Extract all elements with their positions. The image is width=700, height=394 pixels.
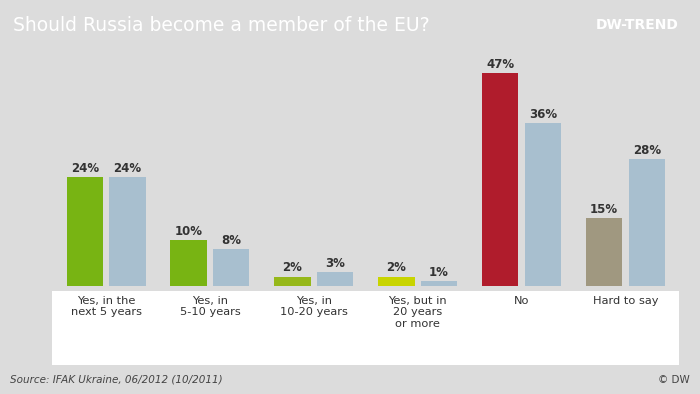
Text: Hard to say: Hard to say xyxy=(593,296,658,306)
FancyBboxPatch shape xyxy=(156,291,264,365)
Bar xyxy=(317,272,354,286)
Text: 28%: 28% xyxy=(633,144,661,157)
Text: Yes, in the
next 5 years: Yes, in the next 5 years xyxy=(71,296,141,317)
Text: 2011: 2011 xyxy=(218,296,245,306)
Bar xyxy=(274,277,311,286)
Bar xyxy=(421,281,457,286)
Text: Yes, in
10-20 years: Yes, in 10-20 years xyxy=(280,296,348,317)
Bar xyxy=(482,73,519,286)
Text: 2011: 2011 xyxy=(633,296,661,306)
Text: 2011: 2011 xyxy=(321,296,349,306)
Text: 2012: 2012 xyxy=(71,296,99,306)
Text: 2011: 2011 xyxy=(529,296,557,306)
FancyBboxPatch shape xyxy=(260,291,368,365)
Bar xyxy=(109,177,146,286)
Text: Yes, but in
20 years
or more: Yes, but in 20 years or more xyxy=(389,296,447,329)
Text: 2011: 2011 xyxy=(113,296,141,306)
Text: 8%: 8% xyxy=(221,234,241,247)
Text: Should Russia become a member of the EU?: Should Russia become a member of the EU? xyxy=(13,16,429,35)
Text: 47%: 47% xyxy=(486,58,514,71)
Text: 2012: 2012 xyxy=(486,296,514,306)
Text: 2%: 2% xyxy=(386,261,406,274)
Text: 2012: 2012 xyxy=(175,296,202,306)
Bar xyxy=(66,177,103,286)
Text: 24%: 24% xyxy=(71,162,99,175)
Bar xyxy=(525,123,561,286)
Text: 2012: 2012 xyxy=(279,296,307,306)
Text: 3%: 3% xyxy=(326,257,345,270)
Text: 2012: 2012 xyxy=(383,296,410,306)
FancyBboxPatch shape xyxy=(572,291,679,365)
Text: 24%: 24% xyxy=(113,162,141,175)
FancyBboxPatch shape xyxy=(52,291,160,365)
Bar xyxy=(170,240,206,286)
FancyBboxPatch shape xyxy=(468,291,575,365)
Text: No: No xyxy=(514,296,529,306)
Text: 15%: 15% xyxy=(590,203,618,216)
Bar xyxy=(586,218,622,286)
Text: 1%: 1% xyxy=(429,266,449,279)
Text: Source: IFAK Ukraine, 06/2012 (10/2011): Source: IFAK Ukraine, 06/2012 (10/2011) xyxy=(10,375,223,385)
Text: 36%: 36% xyxy=(528,108,557,121)
Text: 2%: 2% xyxy=(283,261,302,274)
Text: DW-TREND: DW-TREND xyxy=(596,18,679,32)
Text: 2011: 2011 xyxy=(425,296,453,306)
FancyBboxPatch shape xyxy=(364,291,471,365)
Text: © DW: © DW xyxy=(658,375,690,385)
Text: 10%: 10% xyxy=(174,225,202,238)
Text: 2012: 2012 xyxy=(590,296,618,306)
Bar xyxy=(213,249,249,286)
Bar xyxy=(378,277,414,286)
Bar xyxy=(629,159,665,286)
Text: Yes, in
5-10 years: Yes, in 5-10 years xyxy=(179,296,240,317)
